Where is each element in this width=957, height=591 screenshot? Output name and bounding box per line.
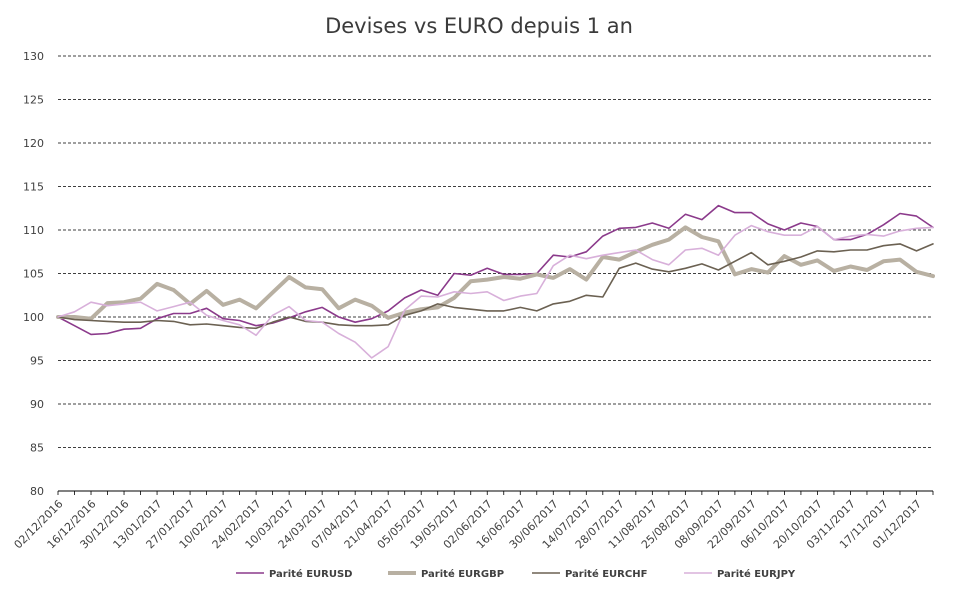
legend-label: Parité EURCHF [565,568,647,580]
legend-item: Parité EURCHF [532,568,647,580]
legend: Parité EURUSD Parité EURGBP Parité EURCHF P… [236,568,796,580]
legend-label: Parité EURGBP [421,568,504,580]
y-tick-label: 110 [23,224,44,237]
series-lines [56,204,935,359]
series-line-parité-eurgbp [56,225,935,321]
y-tick-label: 80 [30,485,44,498]
chart-title: Devises vs EURO depuis 1 an [325,14,633,38]
y-tick-label: 105 [23,268,44,281]
series-line-parité-eurchf [57,243,934,330]
legend-label: Parité EURJPY [717,568,796,580]
gridlines [58,55,933,492]
y-tick-label: 85 [30,442,44,455]
y-tick-label: 90 [30,398,44,411]
y-tick-label: 95 [30,355,44,368]
y-tick-label: 130 [23,50,44,63]
series-line-parité-eurusd [57,204,934,336]
y-tick-label: 115 [23,181,44,194]
y-tick-label: 125 [23,94,44,107]
legend-item: Parité EURJPY [684,568,796,580]
y-tick-label: 120 [23,137,44,150]
y-tick-label: 100 [23,311,44,324]
y-axis: 80 85 90 95 100 105 110 115 120 125 130 [23,50,44,498]
legend-item: Parité EURUSD [236,568,353,580]
legend-label: Parité EURUSD [269,568,353,580]
legend-item: Parité EURGBP [388,568,504,580]
series-line-parité-eurjpy [57,224,934,359]
x-axis: 02/12/201616/12/201630/12/201613/01/2017… [12,491,934,551]
